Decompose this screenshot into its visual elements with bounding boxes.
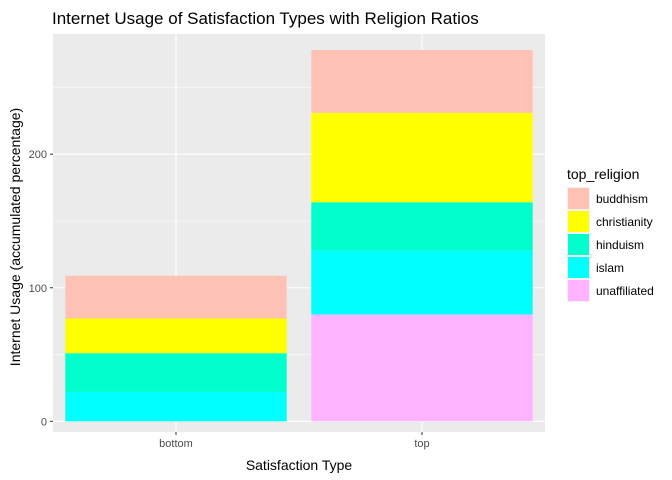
legend-label-buddhism: buddhism [596, 192, 648, 206]
bar-segment-bottom-islam [65, 391, 287, 422]
legend-title: top_religion [567, 166, 639, 182]
x-tick-label: top [414, 438, 429, 450]
axes: 0 100 200 bottom top [29, 149, 430, 450]
legend-label-christianity: christianity [596, 215, 653, 229]
bar-segment-bottom-hinduism [65, 353, 287, 392]
bars [65, 50, 533, 422]
y-tick-label: 200 [29, 149, 47, 161]
legend-swatch-islam [568, 257, 589, 278]
legend-swatch-buddhism [568, 188, 589, 209]
bar-segment-bottom-christianity [65, 318, 287, 354]
bar-segment-top-islam [311, 250, 533, 315]
legend-label-unaffiliated: unaffiliated [596, 284, 654, 298]
chart-title: Internet Usage of Satisfaction Types wit… [52, 9, 479, 28]
bar-segment-bottom-buddhism [65, 275, 287, 319]
bar-segment-top-hinduism [311, 202, 533, 251]
legend-label-hinduism: hinduism [596, 238, 644, 252]
legend-swatch-unaffiliated [568, 280, 589, 301]
legend-label-islam: islam [596, 261, 624, 275]
bar-segment-top-buddhism [311, 50, 533, 113]
y-tick-label: 0 [41, 416, 47, 428]
legend-swatch-christianity [568, 211, 589, 232]
y-axis-title: Internet Usage (accumulated percentage) [7, 108, 23, 366]
y-tick-label: 100 [29, 283, 47, 295]
x-tick-label: bottom [159, 438, 193, 450]
legend: top_religion buddhism christianity hinduis… [567, 166, 654, 302]
x-axis-title: Satisfaction Type [246, 457, 353, 473]
bar-segment-top-christianity [311, 112, 533, 203]
legend-swatch-hinduism [568, 234, 589, 255]
bar-segment-top-unaffiliated [311, 314, 533, 422]
